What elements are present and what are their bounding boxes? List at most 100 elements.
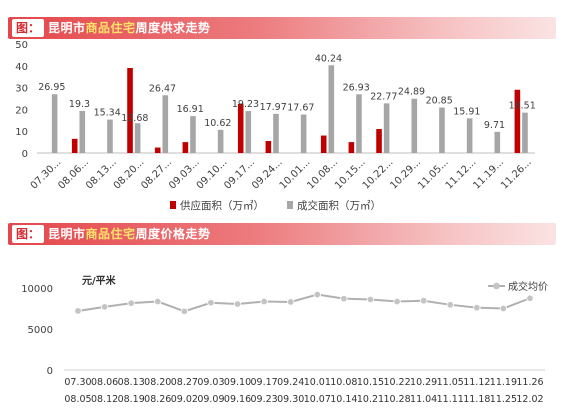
deal-bar [328, 65, 335, 153]
deal-bar [466, 118, 473, 153]
legend-label-deal: 成交面积（万㎡） [297, 199, 381, 212]
x-tick-label-bottom: 10.07 [304, 394, 331, 405]
chart2-title-banner: 图： 昆明市商品住宅周度价格走势 [8, 223, 556, 245]
legend-label-supply: 供应面积（万㎡） [180, 199, 264, 212]
y-tick-label: 10 [15, 127, 28, 138]
legend-label: 成交均价 [508, 280, 548, 293]
x-tick-label-top: 08.20 [144, 377, 171, 388]
legend-swatch-supply [170, 201, 176, 209]
deal-data-label: 19.3 [69, 99, 90, 110]
x-tick-label-bottom: 09.23 [251, 394, 278, 405]
deal-bar [107, 119, 113, 153]
deal-bar [439, 107, 445, 153]
price-point [260, 297, 268, 306]
deal-bar [522, 112, 528, 153]
price-series-line [77, 293, 531, 313]
x-tick-label-bottom: 08.05 [64, 394, 91, 405]
x-tick-label-bottom: 10.14 [330, 394, 357, 405]
deal-bar [134, 123, 141, 153]
x-tick-label-top: 10.08 [330, 377, 357, 388]
deal-data-label: 17.67 [287, 102, 314, 113]
x-tick-label-bottom: 12.02 [516, 394, 543, 405]
deal-data-label: 26.95 [38, 82, 65, 93]
y-tick-label: 0 [47, 366, 53, 377]
supply-bar [348, 142, 355, 153]
x-tick-label-bottom: 09.02 [171, 394, 198, 405]
chart2-title: 昆明市商品住宅周度价格走势 [48, 227, 211, 241]
deal-bar [217, 129, 224, 153]
price-point [499, 304, 508, 313]
deal-data-label: 18.51 [509, 101, 536, 112]
price-point [100, 303, 109, 311]
price-point [526, 294, 534, 302]
deal-bar [273, 113, 279, 153]
x-tick-label: 11.26... [499, 157, 534, 192]
x-tick-label-top: 11.19 [490, 377, 517, 388]
chart1-title: 昆明市商品住宅周度供求走势 [48, 21, 211, 35]
x-tick-label-bottom: 10.28 [383, 394, 410, 405]
x-tick-label-top: 09.17 [251, 377, 278, 388]
x-tick-label-bottom: 11.18 [463, 394, 490, 405]
price-point [154, 297, 162, 306]
x-tick-label-bottom: 08.12 [91, 394, 118, 405]
deal-data-label: 26.47 [149, 83, 176, 94]
supply-bar [514, 89, 521, 153]
x-tick-label-top: 08.27 [171, 377, 198, 388]
supply-demand-bar-chart: 0102030405026.9507.30...19.308.06...15.3… [15, 40, 536, 212]
deal-data-label: 24.89 [398, 87, 425, 98]
deal-bar [494, 131, 501, 153]
deal-data-label: 22.77 [370, 91, 397, 102]
price-point [127, 299, 135, 307]
x-tick-label-bottom: 11.04 [410, 394, 437, 405]
deal-data-label: 10.62 [204, 118, 231, 129]
x-tick-label-bottom: 08.19 [118, 394, 145, 405]
supply-bar [320, 135, 327, 153]
y-tick-label: 0 [22, 149, 28, 160]
deal-bar [190, 116, 196, 153]
supply-bar [182, 142, 189, 153]
y-tick-label: 5000 [28, 325, 53, 336]
price-point [340, 294, 348, 303]
x-tick-label-top: 08.13 [118, 377, 145, 388]
y-tick-label: 50 [15, 40, 28, 51]
x-tick-label-bottom: 09.09 [197, 394, 224, 405]
x-tick-label-bottom: 11.11 [437, 394, 464, 405]
deal-data-label: 17.97 [260, 102, 287, 113]
chart1-title-prefix: 图： [12, 19, 45, 37]
x-tick-label-bottom: 09.16 [224, 394, 251, 405]
deal-data-label: 15.34 [94, 108, 121, 119]
x-tick-label-top: 11.05 [437, 377, 464, 388]
price-point [393, 297, 401, 306]
price-point [366, 295, 375, 304]
deal-bar [79, 110, 86, 153]
deal-data-label: 15.91 [453, 106, 480, 117]
legend-swatch-deal [287, 201, 293, 209]
deal-bar [162, 95, 169, 153]
deal-data-label: 9.71 [484, 120, 505, 131]
deal-data-label: 26.93 [343, 82, 370, 93]
deal-data-label: 13.68 [121, 113, 148, 124]
deal-data-label: 19.23 [232, 99, 259, 110]
deal-data-label: 16.91 [177, 104, 204, 115]
x-tick-label-top: 11.12 [463, 377, 490, 388]
deal-bar [356, 94, 362, 153]
x-tick-label-top: 09.24 [277, 377, 304, 388]
deal-bar [51, 94, 58, 153]
x-tick-label-top: 10.29 [410, 377, 437, 388]
x-tick-label-top: 09.03 [197, 377, 224, 388]
legend-marker [493, 282, 500, 290]
price-point [287, 298, 295, 306]
y-tick-label: 40 [15, 62, 28, 73]
x-tick-label-top: 10.22 [383, 377, 410, 388]
deal-bar [411, 98, 418, 153]
price-point [419, 297, 428, 305]
x-tick-label-bottom: 08.26 [144, 394, 171, 405]
price-point [473, 303, 481, 312]
y-tick-label: 10000 [21, 284, 53, 295]
price-line-chart: 0500010000元/平米07.3008.0508.0608.1208.130… [21, 274, 548, 405]
supply-bar [127, 67, 133, 153]
price-point [207, 299, 215, 307]
y-tick-label: 30 [15, 84, 28, 95]
y-tick-label: 20 [15, 105, 28, 116]
deal-bar [245, 111, 252, 153]
